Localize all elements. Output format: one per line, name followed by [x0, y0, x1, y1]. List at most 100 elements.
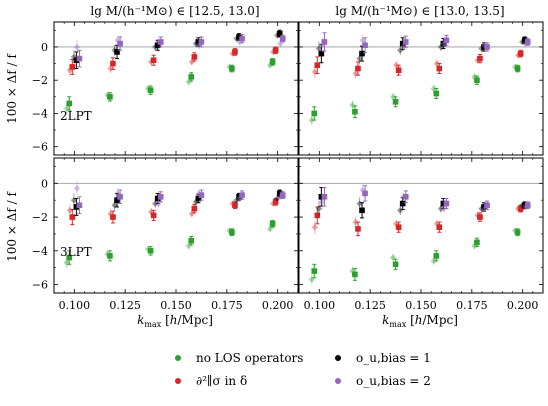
marker-red — [477, 214, 483, 220]
marker-red — [191, 205, 198, 212]
marker-green-faint — [63, 259, 71, 266]
marker-black — [114, 197, 120, 203]
marker-red — [314, 62, 321, 69]
marker-purple-faint — [359, 37, 366, 44]
marker-black-faint — [70, 53, 78, 61]
marker-red-faint — [188, 210, 196, 217]
marker-red-faint — [433, 60, 441, 67]
marker-purple — [157, 39, 164, 45]
x-tick-label: 0.100 — [59, 299, 91, 312]
panel-top-left: −6 −4 −2 0 2LPT — [32, 21, 299, 156]
marker-purple-faint — [318, 42, 326, 49]
marker-black-faint — [356, 55, 363, 62]
marker-black — [236, 34, 242, 40]
marker-red — [191, 54, 198, 60]
marker-purple — [321, 39, 328, 45]
marker-green — [311, 268, 318, 274]
marker-red — [232, 202, 238, 209]
marker-purple — [321, 194, 328, 200]
marker-red — [355, 226, 361, 232]
marker-purple — [402, 39, 409, 45]
marker-green-faint — [185, 78, 193, 86]
marker-red-faint — [66, 207, 74, 214]
panel-frame — [53, 157, 299, 294]
marker-black — [481, 44, 487, 50]
marker-black — [521, 37, 528, 44]
y-axis-label-top: 100 × Δf / f — [5, 53, 19, 124]
marker-red — [436, 65, 443, 72]
svg-text:kmax [h/Mpc]: kmax [h/Mpc] — [137, 313, 213, 329]
marker-black-faint — [152, 200, 159, 207]
marker-purple-faint — [73, 185, 81, 192]
legend-label-red: ∂²∥σ in δ — [196, 374, 247, 388]
marker-green — [352, 108, 358, 115]
legend-marker-red — [175, 378, 181, 384]
x-tick-label: 0.175 — [456, 299, 488, 312]
marker-red — [150, 212, 157, 219]
legend-label-green: no LOS operators — [196, 351, 303, 365]
x-tick-label: 0.150 — [160, 299, 192, 312]
marker-purple — [157, 194, 164, 200]
marker-red — [517, 205, 524, 212]
marker-black — [276, 30, 283, 37]
marker-black-faint — [111, 202, 118, 209]
marker-green — [107, 253, 113, 259]
marker-red — [232, 49, 238, 55]
marker-green — [474, 239, 480, 246]
marker-black — [114, 49, 120, 55]
marker-purple — [484, 44, 490, 50]
marker-red-faint — [352, 218, 359, 226]
marker-red — [395, 224, 402, 230]
marker-black-faint — [397, 47, 404, 54]
marker-red-faint — [66, 67, 74, 74]
marker-red-faint — [147, 208, 155, 216]
marker-green — [474, 77, 480, 83]
marker-black — [399, 200, 406, 207]
marker-purple — [117, 194, 123, 200]
marker-purple — [279, 192, 286, 198]
y-tick-label: −2 — [32, 211, 48, 224]
marker-black-faint — [315, 45, 323, 52]
legend: no LOS operators ∂²∥σ in δ o_u,bias = 1 … — [175, 351, 431, 388]
marker-red — [69, 214, 76, 220]
marker-black-faint — [356, 200, 363, 207]
marker-purple — [443, 200, 450, 207]
marker-black-faint — [437, 205, 445, 212]
marker-purple-faint — [73, 43, 81, 51]
marker-green — [188, 237, 195, 244]
marker-black — [195, 195, 202, 202]
marker-black — [318, 194, 325, 200]
marker-green — [66, 254, 73, 261]
x-axis-label-left: kmax [h/Mpc] — [137, 313, 213, 329]
marker-red — [517, 50, 524, 57]
marker-purple — [198, 39, 205, 45]
marker-black-faint — [315, 205, 323, 212]
marker-purple-faint — [236, 195, 243, 202]
x-tick-label: 0.150 — [405, 299, 437, 312]
legend-marker-purple — [335, 378, 341, 384]
marker-black — [359, 50, 365, 57]
marker-green — [311, 110, 318, 117]
marker-green — [433, 253, 440, 259]
marker-green — [352, 271, 358, 278]
marker-black — [236, 194, 242, 200]
legend-label-purple: o_u,bias = 2 — [356, 374, 431, 388]
marker-purple — [76, 55, 83, 62]
marker-green — [147, 248, 154, 254]
marker-purple-faint — [114, 37, 121, 44]
marker-green — [392, 261, 399, 268]
marker-black — [399, 40, 406, 47]
marker-purple — [239, 35, 245, 42]
marker-green — [392, 99, 399, 105]
panel-tag-bottom-left: 3LPT — [60, 245, 92, 259]
marker-green-faint — [389, 93, 397, 101]
marker-green — [514, 229, 521, 236]
x-tick-label: 0.200 — [262, 299, 294, 312]
marker-purple-faint — [236, 38, 243, 46]
marker-purple — [198, 192, 205, 198]
svg-text:kmax [h/Mpc]: kmax [h/Mpc] — [382, 313, 458, 329]
marker-red-faint — [433, 220, 441, 228]
marker-green-faint — [430, 257, 438, 265]
